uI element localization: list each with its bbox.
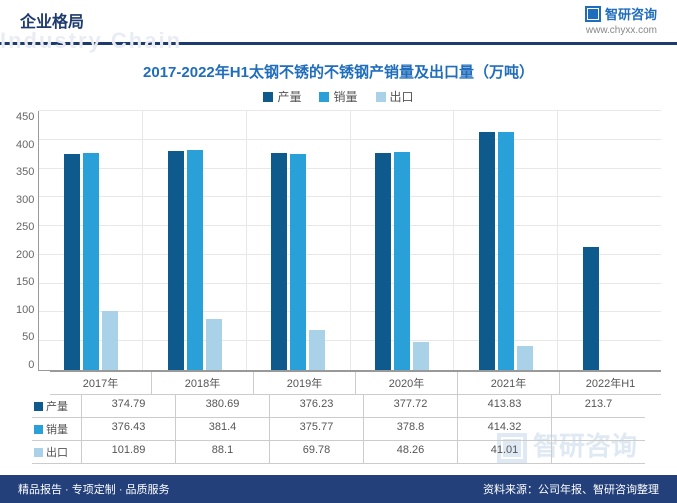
y-tick: 200 <box>16 249 34 261</box>
row-header: 出口 <box>32 441 82 464</box>
table-row: 出口 101.8988.169.7848.2641.01 <box>16 441 645 464</box>
bar <box>375 153 391 370</box>
x-label: 2019年 <box>254 372 356 395</box>
data-cell: 88.1 <box>176 441 270 464</box>
data-cell: 414.32 <box>458 418 552 441</box>
bar <box>83 153 99 370</box>
brand-icon <box>585 6 601 22</box>
brand-text: 智研咨询 <box>605 4 657 23</box>
row-cells: 374.79380.69376.23377.72413.83213.7 <box>82 395 645 418</box>
legend: 产量 销量 出口 <box>16 88 661 111</box>
y-tick: 400 <box>16 139 34 151</box>
row-header: 销量 <box>32 418 82 441</box>
x-label: 2021年 <box>458 372 560 395</box>
legend-label: 出口 <box>390 88 414 105</box>
row-swatch <box>34 425 43 434</box>
plot <box>38 111 661 371</box>
bar <box>517 346 533 370</box>
legend-swatch <box>319 92 329 102</box>
plot-wrap: 450 400 350 300 250 200 150 100 50 0 <box>16 111 661 371</box>
y-tick: 250 <box>16 221 34 233</box>
bar <box>102 311 118 370</box>
legend-item: 出口 <box>376 88 414 105</box>
data-cell: 48.26 <box>364 441 458 464</box>
data-cell: 41.01 <box>458 441 552 464</box>
bar-group <box>454 111 558 370</box>
y-tick: 150 <box>16 276 34 288</box>
x-label: 2022年H1 <box>560 372 661 395</box>
legend-label: 销量 <box>333 88 357 105</box>
bar-group <box>143 111 247 370</box>
data-cell: 377.72 <box>364 395 458 418</box>
y-tick: 350 <box>16 166 34 178</box>
bar <box>290 154 306 370</box>
row-swatch <box>34 402 43 411</box>
brand-url: www.chyxx.com <box>585 25 657 36</box>
data-cell: 375.77 <box>270 418 364 441</box>
brand-block: 智研咨询 www.chyxx.com <box>585 4 657 36</box>
footer-left: 精品报告 · 专项定制 · 品质服务 <box>18 481 170 497</box>
row-cells: 101.8988.169.7848.2641.01 <box>82 441 645 464</box>
legend-item: 产量 <box>263 88 301 105</box>
data-cell: 69.78 <box>270 441 364 464</box>
footer-bar: 精品报告 · 专项定制 · 品质服务 资料来源：公司年报、智研咨询整理 <box>0 475 677 503</box>
bar-group <box>39 111 143 370</box>
bar-group <box>558 111 661 370</box>
chart-area: 2017-2022年H1太钢不锈的不锈钢产销量及出口量（万吨） 产量销量出口 4… <box>0 45 677 464</box>
x-label: 2017年 <box>50 372 152 395</box>
bar-group <box>351 111 455 370</box>
table-row: 销量 376.43381.4375.77378.8414.32 <box>16 418 645 441</box>
data-cell: 376.23 <box>270 395 364 418</box>
bar <box>583 247 599 370</box>
brand: 智研咨询 <box>585 4 657 23</box>
data-cell <box>552 441 645 464</box>
row-label: 销量 <box>46 421 68 437</box>
x-axis-labels: 2017年2018年2019年2020年2021年2022年H1 <box>50 371 661 395</box>
row-label: 出口 <box>46 444 68 460</box>
bar <box>413 342 429 370</box>
data-cell: 413.83 <box>458 395 552 418</box>
data-cell: 378.8 <box>364 418 458 441</box>
x-label: 2018年 <box>152 372 254 395</box>
data-cell: 380.69 <box>176 395 270 418</box>
legend-label: 产量 <box>277 88 301 105</box>
footer-right: 资料来源：公司年报、智研咨询整理 <box>483 481 659 497</box>
row-label: 产量 <box>46 398 68 414</box>
y-tick: 50 <box>22 331 34 343</box>
bar <box>394 152 410 370</box>
data-cell <box>552 418 645 441</box>
legend-swatch <box>263 92 273 102</box>
bar <box>498 132 514 370</box>
data-cell: 376.43 <box>82 418 176 441</box>
bar <box>309 330 325 370</box>
legend-item: 销量 <box>319 88 357 105</box>
row-cells: 376.43381.4375.77378.8414.32 <box>82 418 645 441</box>
y-tick: 300 <box>16 194 34 206</box>
bar <box>479 132 495 370</box>
y-tick: 0 <box>28 359 34 371</box>
row-header: 产量 <box>32 395 82 418</box>
data-table: 产量 374.79380.69376.23377.72413.83213.7 销量 3… <box>16 395 645 464</box>
y-tick: 450 <box>16 111 34 123</box>
bar-group <box>247 111 351 370</box>
bar <box>168 151 184 370</box>
data-cell: 213.7 <box>552 395 645 418</box>
data-cell: 101.89 <box>82 441 176 464</box>
x-label: 2020年 <box>356 372 458 395</box>
bar <box>271 153 287 370</box>
bar <box>206 319 222 370</box>
bars-container <box>39 111 661 370</box>
bar <box>64 154 80 370</box>
table-row: 产量 374.79380.69376.23377.72413.83213.7 <box>16 395 645 418</box>
legend-swatch <box>376 92 386 102</box>
y-tick: 100 <box>16 304 34 316</box>
bar <box>187 150 203 370</box>
y-axis: 450 400 350 300 250 200 150 100 50 0 <box>16 111 38 371</box>
data-cell: 374.79 <box>82 395 176 418</box>
chart-title: 2017-2022年H1太钢不锈的不锈钢产销量及出口量（万吨） <box>16 53 661 88</box>
data-cell: 381.4 <box>176 418 270 441</box>
row-swatch <box>34 448 43 457</box>
